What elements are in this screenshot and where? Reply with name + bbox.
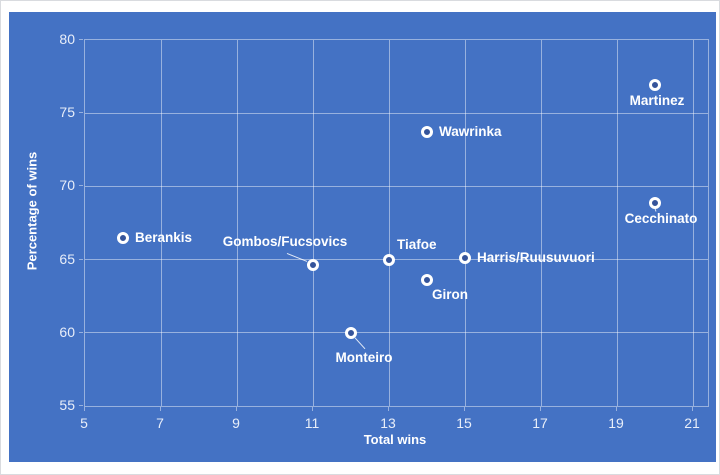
data-point-martinez (649, 79, 661, 92)
x-tick-label-13: 13 (380, 415, 396, 431)
point-label-tiafoe: Tiafoe (397, 236, 437, 252)
point-label-monteiro: Monteiro (335, 349, 393, 365)
data-point-cecchinato (649, 196, 661, 209)
x-tick-label-9: 9 (232, 415, 240, 431)
plot-area: Berankis Gombos/Fucsovics Tiafoe Wawrinka Ha… (84, 39, 709, 407)
chart-background: Berankis Gombos/Fucsovics Tiafoe Wawrinka Ha… (9, 12, 716, 462)
x-tick-17 (540, 407, 541, 411)
x-tick-15 (464, 407, 465, 411)
x-axis-title: Total wins (363, 432, 427, 447)
y-tick-80 (79, 39, 83, 40)
point-label-wawrinka: Wawrinka (439, 124, 502, 140)
point-label-berankis: Berankis (135, 229, 193, 245)
point-label-cecchinato: Cecchinato (624, 210, 698, 226)
y-tick-75 (79, 112, 83, 114)
x-tick-label-17: 17 (532, 415, 548, 431)
x-tick-label-5: 5 (80, 415, 88, 431)
gridline-x-21 (692, 40, 694, 406)
data-point-tiafoe (383, 253, 395, 266)
gridline-y-65 (85, 259, 708, 261)
y-tick-55 (79, 405, 83, 406)
gridline-x-13 (388, 40, 390, 406)
x-tick-label-15: 15 (456, 415, 472, 431)
gridline-x-17 (540, 40, 542, 406)
gridline-x-19 (616, 40, 618, 406)
x-tick-13 (388, 407, 389, 411)
data-point-gombos-fucsovics (307, 259, 319, 272)
gridline-y-60 (85, 332, 708, 334)
x-tick-19 (616, 407, 617, 411)
x-tick-21 (692, 407, 693, 411)
x-tick-label-21: 21 (684, 415, 700, 431)
point-label-gombos-fucsovics: Gombos/Fucsovics (222, 234, 348, 250)
x-tick-label-19: 19 (608, 415, 624, 431)
gridline-x-9 (236, 40, 238, 406)
y-tick-label-55: 55 (59, 397, 75, 413)
x-tick-label-7: 7 (156, 415, 164, 431)
data-point-giron (421, 274, 433, 287)
point-label-martinez: Martinez (629, 93, 685, 109)
x-tick-11 (312, 407, 313, 411)
y-tick-label-65: 65 (59, 250, 75, 267)
x-tick-9 (236, 407, 237, 411)
point-label-giron: Giron (432, 287, 468, 303)
leader-lines (286, 208, 657, 350)
gridline-y-75 (85, 112, 708, 114)
y-tick-label-80: 80 (59, 31, 75, 47)
gridline-x-11 (312, 40, 314, 406)
y-tick-70 (79, 185, 83, 187)
data-point-wawrinka (421, 126, 433, 139)
gridline-y-70 (85, 185, 708, 187)
x-tick-label-11: 11 (304, 415, 320, 431)
gridline-x-7 (160, 40, 162, 406)
y-tick-label-70: 70 (59, 177, 75, 194)
x-tick-5 (84, 407, 85, 411)
data-point-harris-ruusuvuori (459, 252, 471, 265)
y-tick-label-60: 60 (59, 323, 75, 340)
data-point-berankis (117, 231, 129, 244)
point-label-harris-ruusuvuori: Harris/Ruusuvuori (477, 250, 595, 266)
data-point-monteiro (345, 326, 357, 339)
gridline-x-15 (464, 40, 466, 406)
y-tick-65 (79, 258, 83, 260)
y-tick-60 (79, 331, 83, 333)
y-tick-label-75: 75 (59, 104, 75, 121)
x-tick-7 (160, 407, 161, 411)
